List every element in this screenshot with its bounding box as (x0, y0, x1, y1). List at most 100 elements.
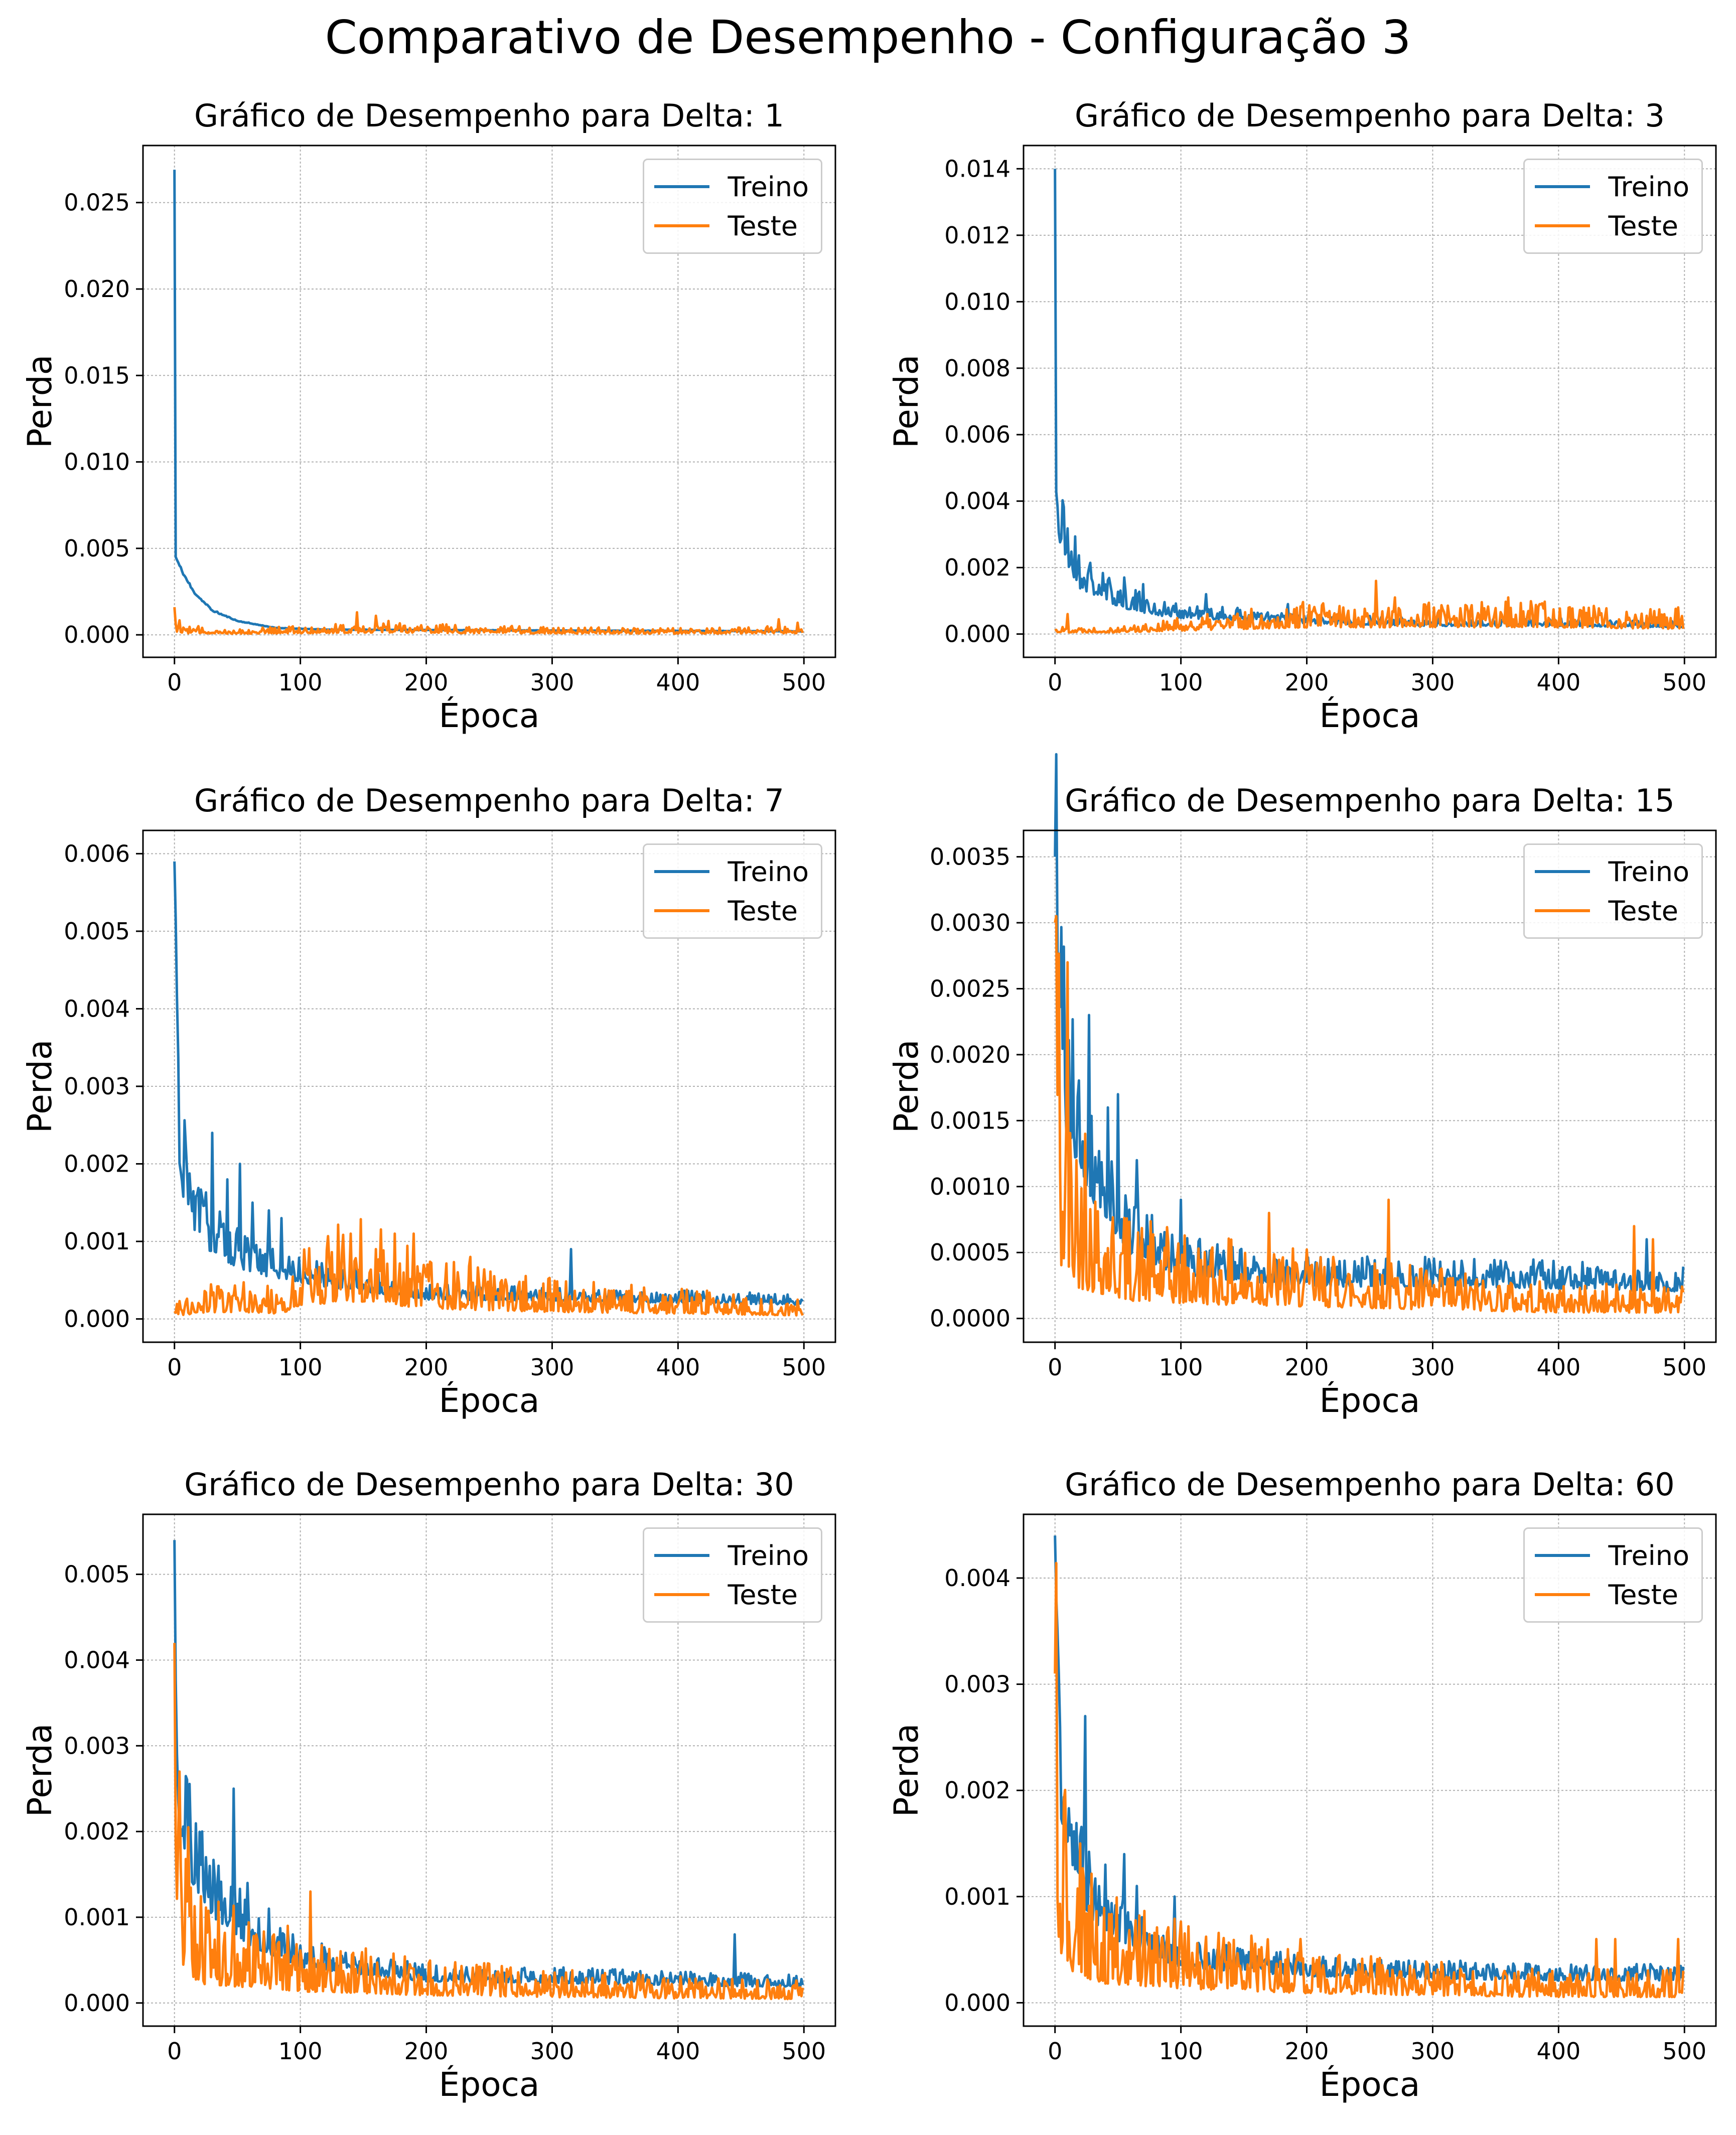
y-axis-label: Perda (887, 1723, 926, 1817)
y-tick-label: 0.0005 (930, 1239, 1010, 1266)
legend-swatch (654, 1593, 710, 1596)
plot-area: 0 100 200 300 400 500 0.000 0.002 0.004 0.006 0.00… (944, 145, 1717, 696)
plot-area: 0 100 200 300 400 500 0.000 0.001 0.002 0.003 0.00… (944, 1513, 1717, 2065)
y-axis-label: Perda (887, 354, 926, 449)
y-axis-label: Perda (21, 1039, 59, 1133)
x-tick-label: 0 (1048, 669, 1062, 696)
series-line-test (1054, 1561, 1685, 1999)
y-tick-label: 0.000 (64, 621, 130, 648)
x-tick-label: 200 (1285, 2038, 1329, 2065)
y-tick-label: 0.001 (64, 1228, 130, 1255)
x-tick-label: 0 (1048, 1354, 1062, 1381)
legend-swatch (654, 909, 710, 912)
y-tick-label: 0.010 (64, 449, 130, 476)
x-axis-label: Época (439, 2065, 540, 2104)
legend-swatch (1535, 224, 1590, 227)
plot-area: 0 100 200 300 400 500 0.000 0.001 0.002 0.003 0.00… (64, 1513, 836, 2065)
x-tick-label: 200 (1285, 1354, 1329, 1381)
y-tick-label: 0.005 (64, 535, 130, 562)
legend: Treino Teste (643, 843, 822, 939)
x-tick-label: 100 (278, 2038, 323, 2065)
x-tick-label: 300 (530, 669, 574, 696)
x-tick-label: 500 (1662, 1354, 1706, 1381)
y-tick-label: 0.000 (944, 1989, 1010, 2016)
x-axis-label: Época (1319, 1381, 1420, 1420)
y-tick-label: 0.002 (64, 1151, 130, 1178)
legend: Treino Teste (643, 1527, 822, 1623)
legend: Treino Teste (643, 159, 822, 254)
figure-title: Comparativo de Desempenho - Configuração… (325, 11, 1411, 64)
legend-item-train: Treino (654, 852, 809, 891)
legend-label: Treino (728, 171, 809, 203)
x-tick-label: 400 (1536, 2038, 1580, 2065)
y-tick-label: 0.008 (944, 355, 1010, 382)
subplot-title: Gráfico de Desempenho para Delta: 3 (1075, 97, 1665, 134)
legend-item-train: Treino (654, 1536, 809, 1575)
series-line-test (173, 607, 804, 635)
legend-label: Treino (728, 856, 809, 888)
y-tick-label: 0.010 (944, 288, 1010, 315)
legend-item-test: Teste (654, 1575, 809, 1614)
y-tick-label: 0.002 (944, 554, 1010, 581)
y-tick-label: 0.003 (944, 1671, 1010, 1698)
x-tick-label: 200 (404, 2038, 449, 2065)
x-tick-label: 100 (1159, 669, 1203, 696)
x-tick-label: 400 (656, 2038, 700, 2065)
y-tick-label: 0.006 (64, 840, 130, 867)
legend: Treino Teste (1523, 159, 1703, 254)
x-axis-label: Época (439, 1381, 540, 1420)
y-tick-label: 0.004 (944, 488, 1010, 515)
y-tick-label: 0.020 (64, 275, 130, 303)
axes-frame (142, 145, 836, 658)
series-line-test (173, 1643, 804, 2001)
y-tick-label: 0.005 (64, 1561, 130, 1588)
y-tick-label: 0.0000 (930, 1305, 1010, 1332)
legend-item-train: Treino (1535, 852, 1689, 891)
y-tick-label: 0.014 (944, 155, 1010, 182)
y-tick-label: 0.003 (64, 1732, 130, 1759)
legend-item-test: Teste (654, 891, 809, 930)
legend-label: Treino (728, 1539, 809, 1572)
legend-item-test: Teste (1535, 1575, 1689, 1614)
y-tick-label: 0.004 (64, 995, 130, 1022)
legend-label: Teste (1608, 895, 1678, 927)
x-axis-label: Época (1319, 2065, 1420, 2104)
legend-swatch (1535, 185, 1590, 188)
subplot-title: Gráfico de Desempenho para Delta: 7 (194, 782, 784, 819)
legend-item-train: Treino (1535, 1536, 1689, 1575)
y-tick-label: 0.002 (944, 1777, 1010, 1804)
x-axis-label: Época (1319, 696, 1420, 735)
x-tick-label: 200 (1285, 669, 1329, 696)
y-tick-label: 0.015 (64, 362, 130, 389)
y-tick-label: 0.025 (64, 189, 130, 216)
x-tick-label: 400 (656, 1354, 700, 1381)
x-tick-label: 0 (167, 1354, 182, 1381)
x-tick-label: 100 (278, 669, 323, 696)
y-tick-label: 0.0010 (930, 1173, 1010, 1200)
legend-swatch (1535, 1593, 1590, 1596)
x-tick-label: 500 (1662, 2038, 1706, 2065)
legend-label: Teste (1608, 1579, 1678, 1611)
y-tick-label: 0.004 (944, 1564, 1010, 1592)
legend-swatch (654, 224, 710, 227)
plot-area: 0 100 200 300 400 500 0.000 0.001 0.002 0.003 0.00… (64, 829, 836, 1381)
x-tick-label: 400 (656, 669, 700, 696)
subplot-delta-1: 0 100 200 300 400 500 0.000 0.002 0.004 0.006 0.00… (887, 98, 1717, 734)
legend-swatch (1535, 909, 1590, 912)
legend-label: Teste (728, 895, 798, 927)
x-tick-label: 100 (1159, 2038, 1203, 2065)
x-tick-label: 100 (1159, 1354, 1203, 1381)
y-tick-label: 0.006 (944, 421, 1010, 448)
legend-swatch (654, 185, 710, 188)
x-tick-label: 500 (782, 2038, 826, 2065)
x-tick-label: 0 (1048, 2038, 1062, 2065)
plot-area: 0 100 200 300 400 500 0.0000 0.0005 0.0010 0.0015… (930, 753, 1717, 1381)
x-tick-label: 300 (530, 2038, 574, 2065)
y-tick-label: 0.0025 (930, 975, 1010, 1002)
x-tick-label: 500 (782, 669, 826, 696)
legend-label: Treino (1608, 171, 1689, 203)
legend-label: Teste (728, 1579, 798, 1611)
subplot-delta-0: 0 100 200 300 400 500 0.000 0.005 0.010 0.015 0.02… (21, 98, 836, 734)
y-tick-label: 0.005 (64, 918, 130, 945)
y-tick-label: 0.002 (64, 1818, 130, 1845)
